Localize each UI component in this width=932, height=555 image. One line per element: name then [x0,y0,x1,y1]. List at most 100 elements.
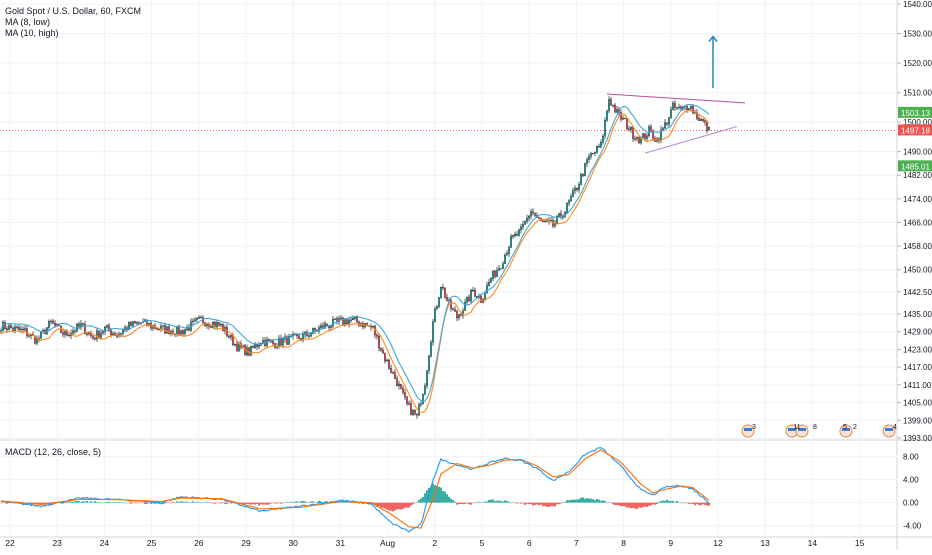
candle-body[interactable] [166,326,168,334]
candle-body[interactable] [176,326,178,335]
candle-body[interactable] [576,188,578,190]
candle-body[interactable] [374,326,376,336]
candle-body[interactable] [128,321,130,330]
candle-body[interactable] [466,296,468,303]
candle-body[interactable] [506,253,508,256]
candle-body[interactable] [614,104,616,113]
candle-body[interactable] [426,370,428,387]
up-arrow-head[interactable] [708,35,718,42]
candle-body[interactable] [692,106,694,114]
candle-body[interactable] [572,190,574,197]
candle-body[interactable] [574,188,576,191]
candle-body[interactable] [184,329,186,335]
candle-body[interactable] [376,334,378,337]
candle-body[interactable] [604,120,606,137]
candle-body[interactable] [472,289,474,292]
candle-body[interactable] [642,133,644,139]
candle-body[interactable] [94,338,96,340]
candle-body[interactable] [636,137,638,140]
candle-body[interactable] [256,344,258,347]
candle-body[interactable] [390,367,392,373]
candle-body[interactable] [408,403,410,405]
candle-body[interactable] [446,297,448,301]
candle-body[interactable] [686,106,688,110]
candle-body[interactable] [388,359,390,369]
candle-body[interactable] [330,325,332,328]
candle-body[interactable] [10,325,12,329]
candle-body[interactable] [230,334,232,338]
candle-body[interactable] [558,213,560,217]
candle-body[interactable] [346,319,348,324]
candle-body[interactable] [392,372,394,374]
candle-body[interactable] [122,329,124,334]
candle-body[interactable] [236,343,238,352]
candle-body[interactable] [688,108,690,110]
candle-body[interactable] [234,343,236,346]
candle-body[interactable] [320,325,322,328]
candle-body[interactable] [22,328,24,331]
candle-body[interactable] [272,340,274,344]
candle-body[interactable] [456,311,458,319]
candle-body[interactable] [528,216,530,219]
candle-body[interactable] [584,163,586,177]
candle-body[interactable] [690,106,692,109]
triangle-upper-line[interactable] [606,93,746,104]
candle-body[interactable] [420,403,422,405]
candle-body[interactable] [534,212,536,216]
candle-body[interactable] [356,317,358,323]
candle-body[interactable] [524,221,526,225]
candle-body[interactable] [354,317,356,319]
candle-body[interactable] [480,295,482,303]
candle-body[interactable] [74,330,76,332]
candle-body[interactable] [594,152,596,154]
candle-body[interactable] [402,388,404,393]
candle-body[interactable] [36,338,38,344]
candle-body[interactable] [206,323,208,326]
candle-body[interactable] [484,292,486,300]
candle-body[interactable] [40,331,42,339]
candle-body[interactable] [566,202,568,213]
candle-body[interactable] [542,220,544,222]
candle-body[interactable] [400,383,402,389]
candle-body[interactable] [522,224,524,228]
candle-body[interactable] [412,409,414,415]
candle-body[interactable] [156,328,158,330]
candle-body[interactable] [664,122,666,129]
candle-body[interactable] [216,322,218,327]
candle-body[interactable] [602,135,604,143]
candle-body[interactable] [620,112,622,120]
candle-body[interactable] [526,218,528,222]
candle-body[interactable] [606,110,608,121]
candle-body[interactable] [680,106,682,109]
candle-body[interactable] [624,118,626,120]
candle-body[interactable] [314,327,316,331]
candle-body[interactable] [46,327,48,335]
indicator-ma-low[interactable]: MA (8, low) [5,17,51,27]
candle-body[interactable] [634,138,636,140]
candle-body[interactable] [430,342,432,357]
candle-body[interactable] [530,211,532,217]
candle-body[interactable] [556,216,558,224]
candle-body[interactable] [14,326,16,331]
candle-body[interactable] [394,372,396,379]
candle-body[interactable] [6,328,8,331]
candle-body[interactable] [488,282,490,286]
symbol-title[interactable]: Gold Spot / U.S. Dollar, 60, FXCM [5,6,142,16]
candle-body[interactable] [310,333,312,337]
macd-title[interactable]: MACD (12, 26, close, 5) [5,447,102,457]
candle-body[interactable] [396,378,398,387]
candle-body[interactable] [92,335,94,339]
candle-body[interactable] [96,330,98,340]
candle-body[interactable] [460,314,462,316]
candle-body[interactable] [108,325,110,331]
candle-body[interactable] [384,352,386,362]
candle-body[interactable] [324,323,326,329]
candle-body[interactable] [382,350,384,354]
candle-body[interactable] [54,323,56,326]
candle-body[interactable] [198,317,200,319]
candle-body[interactable] [610,99,612,106]
candle-body[interactable] [498,268,500,271]
candle-body[interactable] [404,392,406,398]
candle-body[interactable] [112,333,114,336]
candle-body[interactable] [440,287,442,298]
